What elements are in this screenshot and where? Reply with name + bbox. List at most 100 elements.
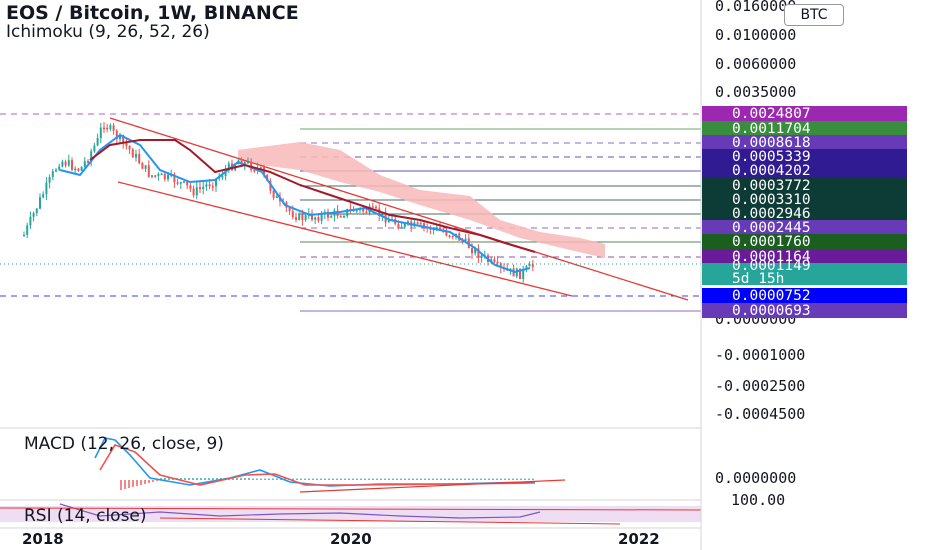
candle-body [119, 135, 121, 140]
candle-body [320, 214, 323, 221]
price-level-badge-label: 0.0001164 [732, 249, 811, 265]
candle-body [400, 226, 403, 229]
countdown-label: 5d 15h [732, 271, 784, 287]
candle-body [365, 211, 368, 214]
macd-bar [272, 478, 274, 480]
macd-bar [452, 478, 454, 480]
candle-body [346, 208, 349, 217]
price-level-badge [702, 206, 907, 221]
price-level-badge [702, 249, 907, 264]
candle-body [51, 171, 54, 178]
macd-bar [240, 478, 242, 480]
macd-bar [160, 478, 162, 480]
currency-button[interactable]: BTC [784, 4, 844, 26]
x-axis-label: 2018 [22, 530, 64, 548]
candle-body [477, 248, 480, 258]
candle-body [288, 207, 291, 212]
price-level-badge-label: 0.0005339 [732, 149, 811, 165]
macd-bar [368, 478, 370, 480]
candle-body [519, 268, 521, 279]
candle-body [67, 160, 70, 166]
candle-body [301, 213, 304, 220]
candle-body [295, 217, 297, 220]
macd-bar [420, 478, 422, 480]
candle-body [474, 248, 477, 254]
candle-body [135, 154, 137, 158]
macd-bar [412, 478, 414, 480]
macd-bar [352, 478, 354, 480]
candle-body [112, 125, 115, 131]
macd-bar [348, 478, 350, 480]
macd-bar [400, 478, 402, 480]
candle-body [138, 154, 141, 164]
candle-body [199, 187, 201, 189]
candle-body [115, 130, 118, 140]
rsi-legend[interactable]: RSI (14, close) [24, 506, 147, 526]
price-level-badge-label: 0.0011704 [732, 121, 811, 137]
candle-body [48, 177, 51, 183]
candle-body [327, 211, 329, 218]
candle-body [144, 165, 147, 169]
macd-bar [200, 478, 202, 480]
macd-bar [376, 478, 378, 480]
candle-body [32, 213, 35, 217]
candle-body [499, 263, 502, 268]
candle-body [183, 181, 185, 183]
candle-body [103, 127, 105, 130]
macd-bar [260, 478, 262, 480]
kijun-line [89, 139, 536, 253]
candle-body [83, 161, 86, 167]
candle-body [99, 127, 102, 139]
macd-bar [448, 478, 450, 480]
macd-bar [360, 478, 362, 480]
macd-bar [292, 478, 294, 480]
macd-bar [456, 478, 458, 480]
macd-bar [140, 480, 142, 485]
candle-body [55, 169, 57, 172]
macd-bar [132, 480, 134, 487]
candle-body [61, 161, 64, 167]
ichimoku-legend[interactable]: Ichimoku (9, 26, 52, 26) [6, 22, 210, 42]
macd-legend[interactable]: MACD (12, 26, close, 9) [24, 434, 224, 454]
price-level-badge-label: 0.0024807 [732, 106, 811, 122]
price-level-badge-label: 0.0001760 [732, 234, 811, 250]
macd-bar [308, 478, 310, 480]
macd-bar [460, 478, 462, 480]
macd-bar [164, 478, 166, 480]
macd-bar [496, 478, 498, 480]
candle-body [221, 176, 224, 178]
macd-bar [320, 478, 322, 480]
macd-bar [184, 478, 186, 480]
candle-body [330, 215, 333, 218]
price-level-badge-label: 0.0003310 [732, 192, 811, 208]
macd-bar [168, 478, 170, 480]
candle-body [355, 209, 358, 212]
candle-body [87, 161, 89, 163]
candle-body [464, 238, 467, 241]
candle-body [439, 227, 441, 231]
candle-body [247, 161, 249, 164]
macd-bar [248, 478, 250, 480]
y-axis-label: 0.0160000 [715, 0, 796, 15]
macd-bar [300, 478, 302, 480]
price-level-badge [702, 149, 907, 164]
macd-bar [188, 478, 190, 480]
candle-body [192, 188, 195, 196]
price-level-badge-label: 0.0003772 [732, 178, 811, 194]
macd-bar [476, 478, 478, 480]
close-price-badge [702, 263, 907, 285]
candle-body [451, 235, 454, 238]
candle-body [317, 217, 320, 221]
rsi-level-label: 100.00 [731, 491, 785, 509]
macd-bar [312, 478, 314, 480]
candle-body [42, 194, 45, 198]
price-level-badge [702, 220, 907, 235]
channel-lower-line [117, 181, 573, 297]
macd-bar [504, 478, 506, 480]
price-level-badge [702, 178, 907, 193]
macd-bar [416, 478, 418, 480]
macd-signal-line [99, 444, 536, 486]
macd-bar [236, 478, 238, 480]
macd-bar [336, 478, 338, 480]
